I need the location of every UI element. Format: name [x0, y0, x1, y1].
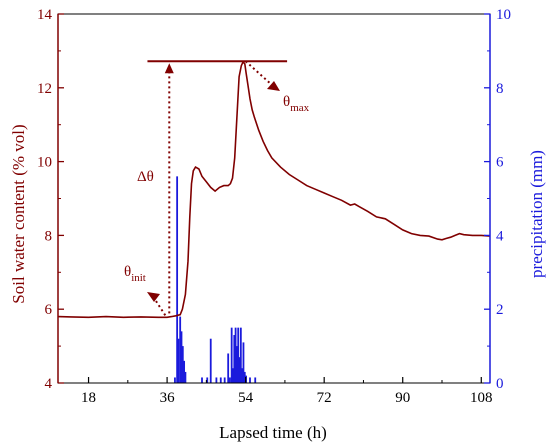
theta-max-arrow-line: [244, 60, 273, 86]
x-tick-label: 72: [317, 390, 332, 406]
precipitation-bar: [180, 331, 183, 383]
precipitation-bar: [184, 371, 187, 383]
x-tick-label: 36: [160, 390, 176, 406]
x-tick-label: 90: [395, 390, 410, 406]
right-y-tick-label: 2: [496, 302, 504, 318]
precipitation-bar: [181, 346, 184, 383]
precipitation-bar: [229, 377, 231, 383]
right-y-axis-label: precipitation (mm): [527, 150, 546, 278]
precipitation-bar: [215, 377, 218, 383]
precipitation-bar: [176, 176, 179, 383]
right-y-tick-label: 0: [496, 376, 504, 392]
theta-init-arrow-head: [147, 292, 160, 302]
precipitation-bar: [201, 377, 203, 383]
precipitation-bar: [209, 338, 212, 383]
left-y-tick-label: 10: [37, 155, 52, 171]
precipitation-bar: [227, 353, 230, 383]
plot-frame: [57, 13, 491, 384]
right-y-tick-label: 6: [496, 155, 504, 171]
right-y-tick-label: 10: [496, 7, 511, 23]
precipitation-bar: [242, 342, 245, 383]
precipitation-bars: [174, 176, 257, 383]
left-y-tick-label: 8: [45, 228, 53, 244]
left-y-axis-label: Soil water content (% vol): [9, 124, 28, 303]
precipitation-bar: [239, 327, 242, 383]
precipitation-bar: [223, 377, 226, 383]
precipitation-bar: [206, 377, 209, 383]
theta-init-label: θinit: [124, 264, 146, 284]
x-tick-label: 108: [470, 390, 493, 406]
left-y-tick-label: 12: [37, 81, 52, 97]
precipitation-bar: [236, 346, 238, 383]
precipitation-bar: [254, 377, 257, 383]
precipitation-bar: [179, 316, 182, 383]
precipitation-bar: [233, 335, 236, 383]
right-y-tick-label: 8: [496, 81, 504, 97]
x-tick-label: 54: [238, 390, 254, 406]
precipitation-bar: [219, 377, 222, 383]
precipitation-bar: [230, 327, 233, 383]
soil-water-series-line: [57, 60, 491, 319]
theta-max-label: θmax: [283, 94, 310, 114]
x-axis-label: Lapsed time (h): [219, 423, 327, 442]
precipitation-bar: [243, 371, 246, 383]
precipitation-bar: [249, 377, 251, 383]
precipitation-bar: [241, 368, 244, 383]
precipitation-bar: [232, 368, 234, 383]
annotations: Δθ θmax θinit: [124, 60, 310, 316]
delta-theta-label: Δθ: [137, 169, 154, 185]
precipitation-bar: [238, 357, 241, 383]
right-y-tick-label: 4: [496, 228, 504, 244]
x-axis: 18 36 54 72 90 108: [81, 377, 493, 406]
precipitation-bar: [237, 327, 240, 383]
left-y-tick-label: 14: [37, 7, 53, 23]
precipitation-bar: [234, 327, 237, 383]
left-y-axis: 4 6 8 10 12 14: [37, 7, 64, 392]
left-y-tick-label: 4: [45, 376, 53, 392]
precipitation-bar: [174, 377, 176, 383]
x-tick-label: 18: [81, 390, 96, 406]
theta-max-arrow-head: [267, 81, 280, 91]
theta-init-arrow-line: [153, 297, 167, 316]
left-y-tick-label: 6: [45, 302, 53, 318]
precipitation-bar: [183, 360, 186, 383]
delta-theta-arrow-head: [164, 63, 174, 74]
precipitation-bar: [177, 338, 180, 383]
right-y-axis: 0 2 4 6 8 10: [484, 7, 511, 392]
